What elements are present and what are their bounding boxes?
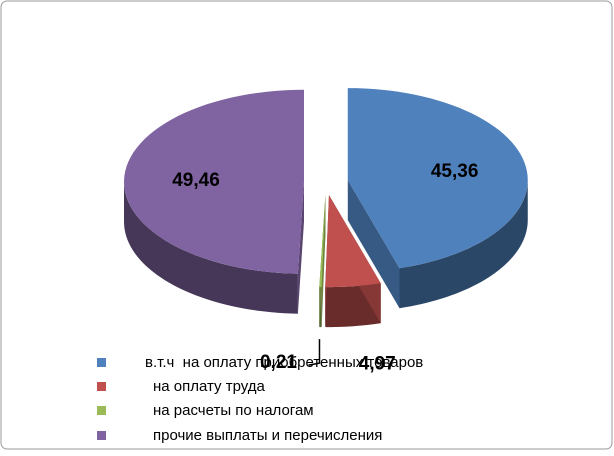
slice [319,195,326,288]
legend: в.т.ч на оплату приобретенных товаров на … [97,354,423,444]
legend-swatch [97,431,106,440]
legend-label: прочие выплаты и перечисления [153,427,382,444]
slice-side [399,180,528,309]
slice-cut [297,181,305,314]
slice-cut [347,180,400,309]
data-label: 45,36 [431,161,479,182]
leader-line [308,339,321,366]
legend-label: на оплату труда [153,378,266,395]
legend-swatch [97,406,106,415]
slice [325,195,381,288]
data-label: 49,46 [172,170,220,191]
slice [124,89,305,274]
legend-swatch [97,358,106,367]
data-label: 0,21 [260,352,297,373]
slice-side [124,181,298,314]
slice [347,88,528,269]
legend-label: в.т.ч на оплату приобретенных товаров [145,354,423,371]
data-label: 4,97 [359,353,396,374]
legend-swatch [97,382,106,391]
legend-label: на расчеты по налогам [153,402,314,419]
pie: 45,36 4,97 0,21 49,46 [124,88,528,374]
